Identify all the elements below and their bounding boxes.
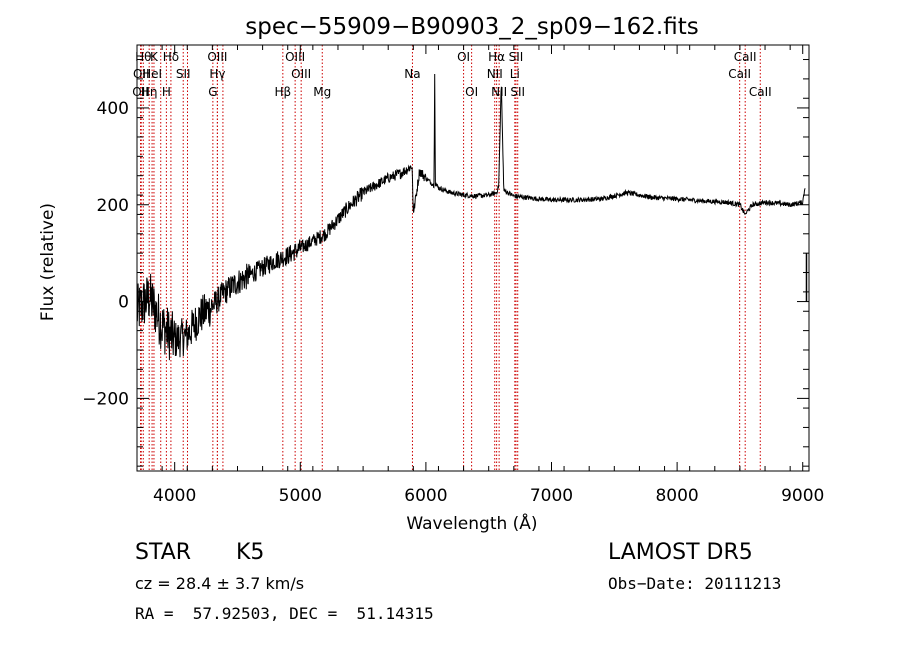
x-tick-label: 7000 — [530, 486, 573, 506]
line-label: OI — [457, 50, 470, 64]
line-label: G — [208, 85, 217, 99]
chart-title: spec−55909−B90903_2_sp09−162.fits — [245, 14, 699, 40]
line-label: CaII — [734, 50, 757, 64]
line-label: Mg — [313, 85, 331, 99]
y-tick-label: 0 — [118, 293, 129, 313]
line-label: OI — [465, 85, 478, 99]
line-label: Hδ — [163, 50, 179, 64]
redshift-text: cz = 28.4 ± 3.7 km/s — [135, 574, 305, 593]
line-label: Na — [404, 67, 420, 81]
y-tick-label: −200 — [82, 389, 129, 409]
x-tick-label: 6000 — [404, 486, 447, 506]
coordinates: RA = 57.92503, DEC = 51.14315 — [135, 604, 434, 623]
x-tick-label: 8000 — [655, 486, 698, 506]
x-tick-label: 5000 — [279, 486, 322, 506]
y-axis-label: Flux (relative) — [38, 203, 58, 321]
object-class: STAR — [135, 540, 192, 565]
line-label: SII — [510, 85, 525, 99]
line-label: OIII — [285, 50, 305, 64]
y-axis-ticks: −200 0 200 400 — [82, 59, 809, 467]
line-label: Hα — [488, 50, 505, 64]
x-tick-label: 9000 — [781, 486, 824, 506]
line-label: Hγ — [209, 67, 225, 81]
spectrum-line — [136, 73, 806, 361]
line-label: NII — [487, 67, 503, 81]
line-label: CaII — [749, 85, 772, 99]
line-label: K — [150, 50, 159, 64]
spectral-line-markers — [140, 45, 761, 471]
line-label: OIII — [291, 67, 311, 81]
line-label: OII — [132, 85, 149, 99]
x-tick-label: 4000 — [153, 486, 196, 506]
x-axis-ticks: 4000 5000 6000 7000 8000 9000 — [136, 45, 824, 506]
x-axis-label: Wavelength (Å) — [406, 512, 537, 534]
line-label: CaII — [728, 67, 751, 81]
observation-date: Obs−Date: 20111213 — [608, 574, 782, 593]
line-label: HeI — [142, 67, 162, 81]
line-label: H — [162, 85, 171, 99]
line-label: Li — [510, 67, 520, 81]
line-label: SII — [176, 67, 191, 81]
line-label: NII — [491, 85, 507, 99]
object-subclass: K5 — [236, 540, 265, 565]
y-tick-label: 400 — [97, 99, 129, 119]
line-label: SII — [509, 50, 524, 64]
survey-name: LAMOST DR5 — [608, 540, 753, 565]
line-label: Hβ — [274, 85, 291, 99]
line-label: Hθ — [135, 50, 151, 64]
line-label: Hη — [141, 85, 158, 99]
line-label: OIII — [207, 50, 227, 64]
plot-frame — [136, 44, 810, 472]
y-tick-label: 200 — [97, 196, 129, 216]
